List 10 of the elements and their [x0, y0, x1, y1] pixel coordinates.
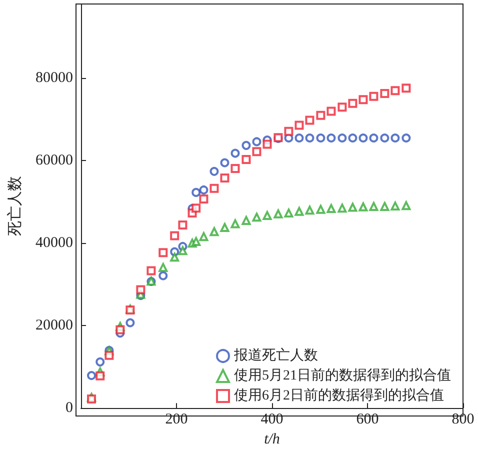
y-tick-label: 0 — [66, 400, 73, 416]
x-axis-title: t/h — [264, 432, 280, 448]
legend-label: 使用5月21日前的数据得到的拟合值 — [234, 368, 451, 384]
y-tick-label: 40000 — [36, 235, 73, 252]
y-tick-label: 80000 — [36, 70, 73, 86]
legend-label: 报道死亡人数 — [233, 348, 318, 364]
y-tick-label: 60000 — [36, 152, 73, 169]
legend-label: 使用6月2日前的数据得到的拟合值 — [234, 388, 444, 404]
y-tick-label: 20000 — [36, 318, 73, 334]
y-axis-title: 死亡人数 — [6, 176, 24, 236]
